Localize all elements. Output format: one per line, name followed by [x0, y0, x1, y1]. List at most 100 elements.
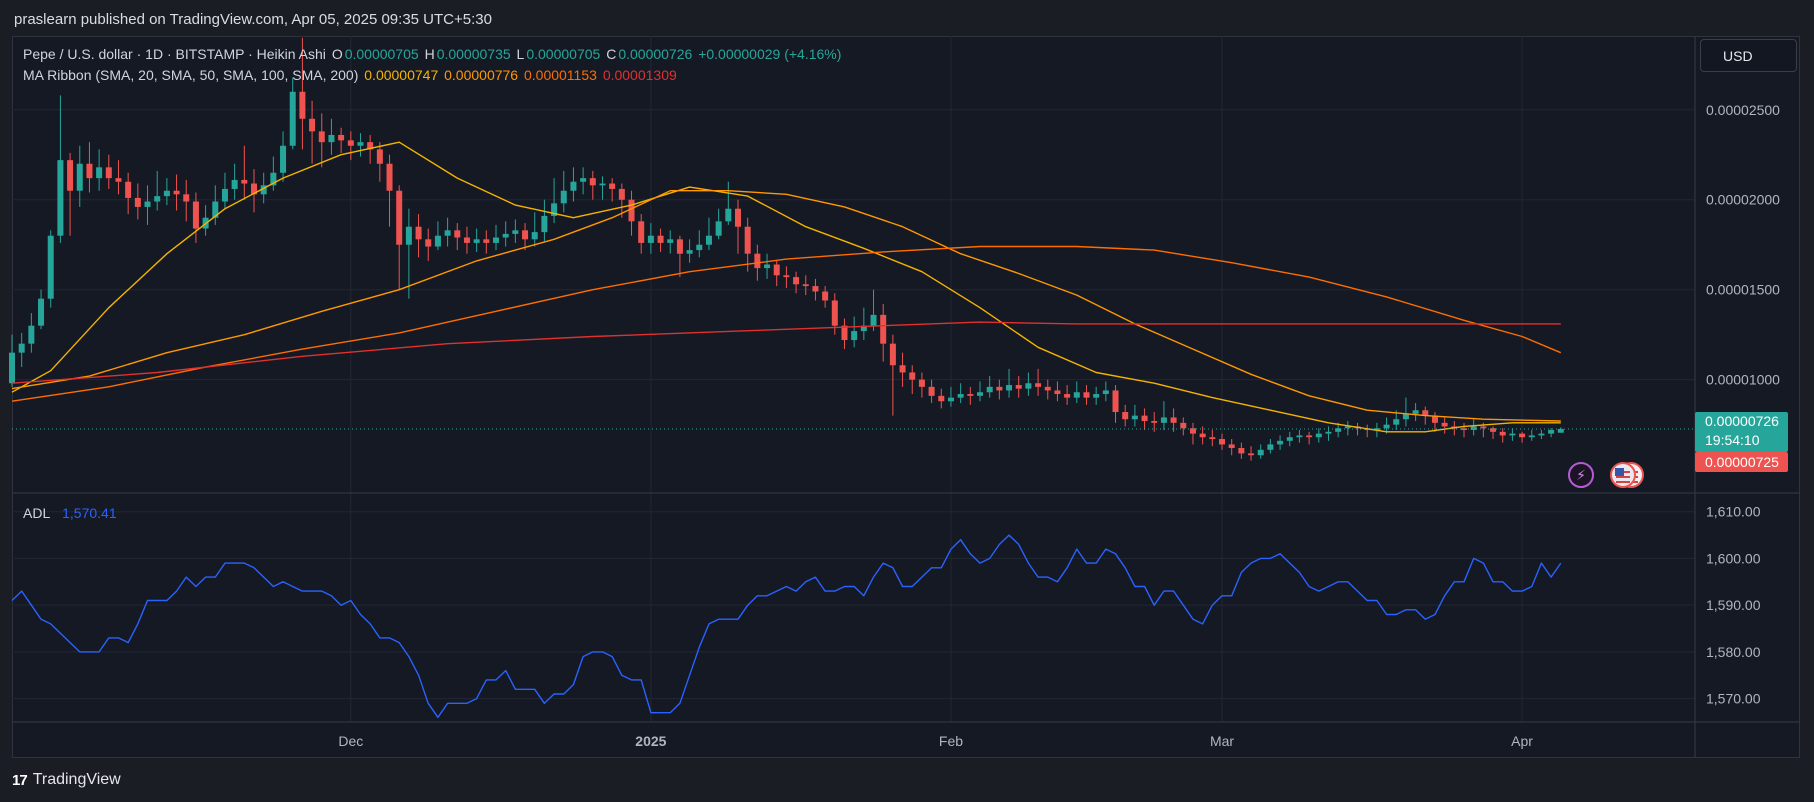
publish-header: praslearn published on TradingView.com, … [0, 0, 1814, 36]
candle-body [1073, 392, 1080, 398]
candle-body [589, 178, 596, 186]
currency-button[interactable]: USD [1700, 39, 1797, 72]
candle-body [1286, 437, 1293, 441]
candle-body [928, 386, 935, 396]
time-tick-label: Mar [1210, 733, 1234, 749]
candle-body [599, 183, 606, 186]
candle-body [1054, 390, 1061, 395]
candle-body [628, 199, 635, 222]
candle-body [1441, 422, 1448, 427]
candle-body [744, 226, 751, 254]
candle-body [18, 343, 25, 353]
candle-body [289, 91, 296, 146]
candle-body [86, 163, 93, 179]
candle-body [154, 196, 161, 202]
candle-body [183, 194, 190, 202]
candle-body [851, 331, 858, 341]
time-tick-label: Apr [1511, 733, 1533, 749]
ma-line [11, 190, 1561, 422]
footer-brand[interactable]: 17 TradingView [12, 771, 121, 789]
last-price-tag: 0.00000726 19:54:10 [1695, 412, 1788, 452]
candle-body [909, 372, 916, 380]
candle-body [1335, 428, 1342, 432]
candle-body [676, 239, 683, 254]
candle-body [986, 386, 993, 393]
symbol-title: Pepe / U.S. dollar · 1D · BITSTAMP · Hei… [23, 46, 326, 62]
candle-body [1383, 424, 1390, 429]
adl-tick-label: 1,610.00 [1706, 504, 1761, 520]
bar-countdown: 19:54:10 [1705, 432, 1760, 448]
adl-title: ADL [23, 505, 51, 521]
candle-body [570, 181, 577, 191]
high-label: H [424, 46, 435, 62]
candle-body [1189, 428, 1196, 434]
candle-body [551, 203, 558, 216]
candle-body [134, 197, 141, 207]
candle-body [1180, 422, 1187, 429]
candle-body [1431, 415, 1438, 423]
candle-body [831, 300, 838, 326]
candle-body [841, 325, 848, 341]
candle-body [493, 237, 499, 243]
candle-body [454, 230, 461, 238]
symbol-legend: Pepe / U.S. dollar · 1D · BITSTAMP · Hei… [23, 46, 843, 62]
candle-body [647, 235, 654, 243]
candle-body [1277, 440, 1284, 445]
candle-body [822, 291, 829, 301]
time-tick-label: Feb [939, 733, 963, 749]
low-value: 0.00000705 [526, 46, 601, 62]
candle-body [1490, 428, 1497, 432]
candle-body [1422, 410, 1429, 416]
candle-body [125, 181, 132, 198]
high-value: 0.00000735 [436, 46, 511, 62]
candle-body [812, 286, 819, 292]
candle-body [657, 235, 664, 243]
candle-body [996, 386, 1003, 391]
candle-body [96, 167, 103, 179]
candle-body [1170, 417, 1177, 423]
candle-body [357, 142, 364, 146]
time-tick-label: Dec [338, 733, 363, 749]
candle-body [347, 140, 354, 146]
candles [9, 37, 1564, 461]
candle-body [793, 277, 800, 285]
price-tick-label: 0.00001000 [1706, 372, 1780, 388]
candle-body [502, 233, 509, 238]
candle-body [367, 142, 374, 150]
candle-body [1199, 433, 1206, 438]
candle-body [163, 190, 170, 197]
ma-ribbon-legend: MA Ribbon (SMA, 20, SMA, 50, SMA, 100, S… [23, 67, 679, 83]
candle-body [1102, 390, 1109, 395]
candle-body [715, 221, 722, 236]
candle-body [638, 221, 645, 243]
candle-body [580, 178, 587, 182]
candle-body [618, 188, 625, 200]
candle-body [328, 134, 335, 143]
chart-frame [12, 36, 1800, 758]
candle-body [251, 183, 257, 195]
candle-body [1480, 426, 1487, 429]
candle-body [802, 284, 809, 287]
publish-info: praslearn published on TradingView.com, … [14, 11, 492, 28]
candle-body [221, 188, 228, 202]
bolt-icon[interactable]: ⚡ [1568, 462, 1594, 488]
price-tick-label: 0.00001500 [1706, 282, 1780, 298]
candle-body [1315, 433, 1322, 438]
ma200-value: 0.00001309 [602, 67, 677, 83]
candle-body [1528, 435, 1535, 438]
adl-tick-label: 1,580.00 [1706, 644, 1761, 660]
us-flag-icon[interactable] [1610, 462, 1636, 488]
open-label: O [331, 46, 343, 62]
candle-body [1093, 394, 1100, 398]
candle-body [957, 394, 964, 398]
tradingview-logo-icon: 17 [12, 771, 28, 789]
candle-body [1499, 431, 1506, 436]
candle-body [299, 91, 306, 119]
candle-body [415, 226, 422, 240]
candle-body [1238, 448, 1245, 454]
candle-body [1044, 386, 1051, 391]
candle-body [1548, 430, 1555, 434]
low-label: L [516, 46, 525, 62]
close-value: 0.00000726 [618, 46, 693, 62]
